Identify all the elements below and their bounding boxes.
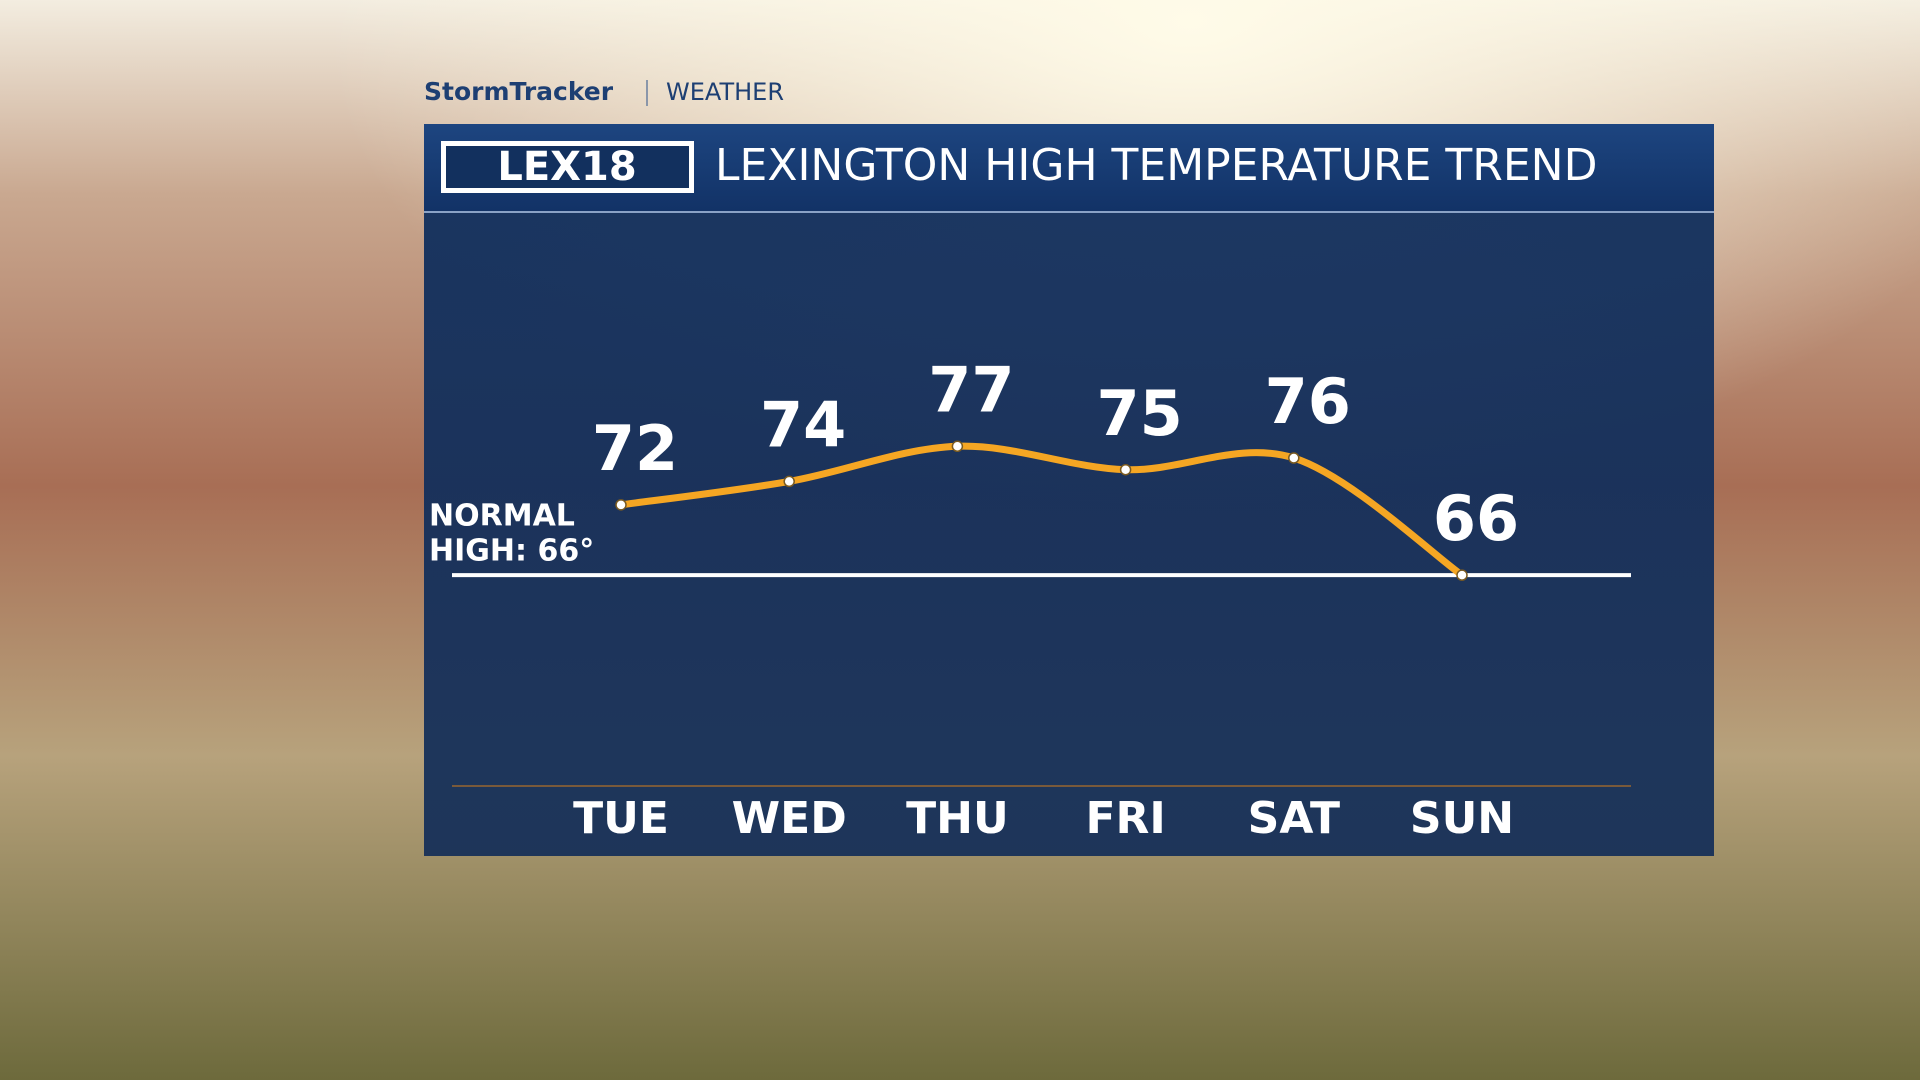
logo: LEX18 — [497, 144, 636, 190]
point — [615, 499, 627, 511]
point — [1288, 452, 1300, 464]
point — [783, 475, 795, 488]
section: WEATHER — [666, 78, 784, 106]
brand: StormTracker — [424, 77, 614, 106]
value-label: 76 — [1265, 365, 1351, 438]
logo-inner — [446, 146, 689, 188]
point — [1456, 569, 1468, 581]
point — [1119, 463, 1132, 476]
temperature-line — [617, 442, 1466, 579]
normal-high-label: HIGH: 66° — [429, 534, 594, 569]
chart-title: LEXINGTON HIGH TEMPERATURE TREND — [715, 140, 1597, 191]
x-tick-label: FRI — [1085, 793, 1165, 844]
value-label: 75 — [1096, 377, 1182, 450]
value-label: 74 — [760, 389, 846, 462]
value-label: 72 — [592, 412, 678, 485]
panel — [424, 124, 1714, 856]
value-label: 77 — [928, 353, 1014, 426]
x-tick-label: SUN — [1410, 793, 1514, 844]
normal-high-label: NORMAL — [429, 499, 575, 534]
value-label: 66 — [1433, 482, 1519, 555]
x-tick-label: TUE — [573, 793, 669, 844]
point — [951, 440, 964, 453]
x-tick-label: SAT — [1248, 793, 1340, 844]
x-tick-label: THU — [906, 793, 1009, 844]
x-tick-label: WED — [732, 793, 847, 844]
